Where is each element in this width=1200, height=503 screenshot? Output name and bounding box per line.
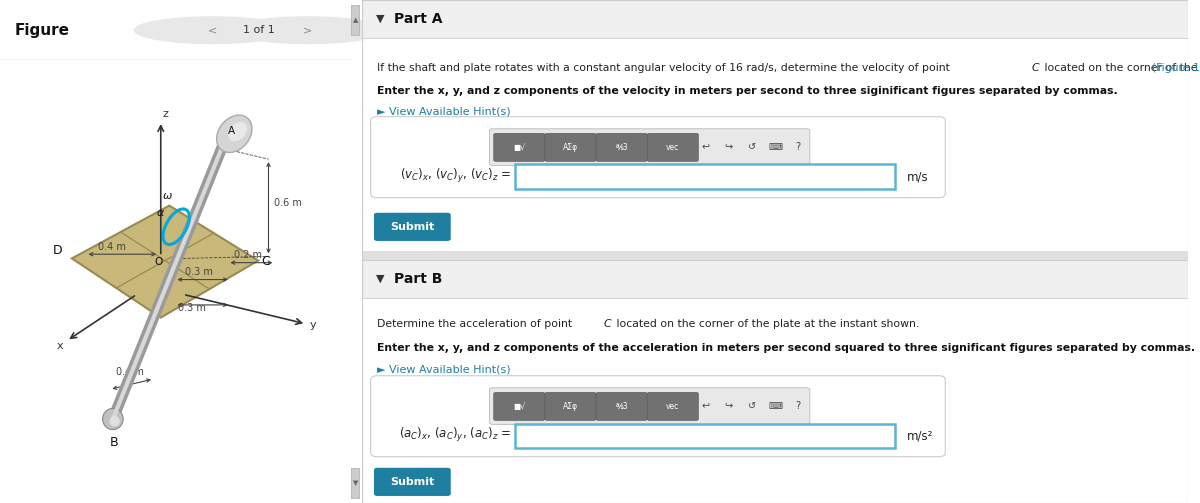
Circle shape — [230, 17, 386, 43]
Text: ■√: ■√ — [514, 402, 526, 411]
Text: ▲: ▲ — [353, 17, 358, 23]
Text: Enter the x, y, and z components of the velocity in meters per second to three s: Enter the x, y, and z components of the … — [377, 86, 1118, 96]
Text: ► View Available Hint(s): ► View Available Hint(s) — [377, 365, 511, 375]
Text: 1 of 1: 1 of 1 — [242, 25, 275, 35]
FancyBboxPatch shape — [545, 392, 596, 421]
FancyBboxPatch shape — [596, 392, 647, 421]
Text: located on the corner of the plate at the instant shown.: located on the corner of the plate at th… — [612, 319, 919, 329]
Text: 0.4 m: 0.4 m — [116, 367, 144, 377]
Text: m/s: m/s — [907, 170, 929, 183]
Bar — [362, 0, 1188, 38]
FancyBboxPatch shape — [493, 133, 545, 161]
Text: C: C — [604, 319, 611, 329]
Text: 0.6 m: 0.6 m — [274, 198, 301, 208]
FancyBboxPatch shape — [374, 468, 451, 496]
Text: $(a_C)_x$, $(a_C)_y$, $(a_C)_z$ =: $(a_C)_x$, $(a_C)_y$, $(a_C)_z$ = — [398, 426, 511, 444]
Text: 0.3 m: 0.3 m — [185, 267, 212, 277]
FancyBboxPatch shape — [371, 117, 946, 198]
Text: ▼: ▼ — [353, 480, 358, 486]
Text: ?: ? — [796, 142, 800, 152]
FancyBboxPatch shape — [490, 388, 810, 425]
Text: located on the corner of the plate at the instant shown.: located on the corner of the plate at th… — [1042, 63, 1200, 73]
Text: ↪: ↪ — [725, 142, 733, 152]
Text: (Figure 1): (Figure 1) — [1152, 63, 1200, 73]
Text: Enter the x, y, and z components of the acceleration in meters per second square: Enter the x, y, and z components of the … — [377, 343, 1195, 353]
Text: $\alpha$: $\alpha$ — [156, 208, 164, 218]
Bar — [362, 38, 1188, 252]
Text: AΣφ: AΣφ — [563, 143, 578, 152]
Text: O: O — [155, 257, 163, 267]
Text: <: < — [208, 25, 217, 35]
Text: ⌨: ⌨ — [768, 401, 782, 411]
Text: Figure: Figure — [14, 23, 70, 38]
Text: ↩: ↩ — [702, 401, 710, 411]
FancyBboxPatch shape — [374, 213, 451, 241]
Text: ?: ? — [796, 401, 800, 411]
Bar — [515, 164, 895, 189]
Text: ↺: ↺ — [748, 401, 756, 411]
Bar — [362, 260, 1188, 298]
Bar — [362, 298, 1188, 503]
Polygon shape — [72, 206, 258, 317]
Text: Submit: Submit — [390, 222, 434, 232]
Text: z: z — [162, 109, 168, 119]
Text: vec: vec — [666, 402, 679, 411]
Ellipse shape — [103, 408, 124, 430]
FancyBboxPatch shape — [545, 133, 596, 161]
FancyBboxPatch shape — [647, 133, 698, 161]
FancyBboxPatch shape — [647, 392, 698, 421]
Ellipse shape — [228, 122, 247, 141]
Text: $(v_C)_x$, $(v_C)_y$, $(v_C)_z$ =: $(v_C)_x$, $(v_C)_y$, $(v_C)_z$ = — [400, 167, 511, 185]
Ellipse shape — [109, 416, 120, 427]
FancyBboxPatch shape — [493, 392, 545, 421]
Text: $\omega$: $\omega$ — [162, 191, 173, 201]
Text: 0.2 m: 0.2 m — [234, 250, 263, 261]
Circle shape — [134, 17, 290, 43]
FancyBboxPatch shape — [596, 133, 647, 161]
Text: C: C — [1031, 63, 1039, 73]
Text: y: y — [310, 320, 316, 330]
Text: 0.3 m: 0.3 m — [178, 303, 205, 313]
Text: 0.4 m: 0.4 m — [97, 242, 125, 252]
Text: D: D — [53, 244, 62, 257]
Text: vec: vec — [666, 143, 679, 152]
Text: ↪: ↪ — [725, 401, 733, 411]
Text: ► View Available Hint(s): ► View Available Hint(s) — [377, 107, 511, 117]
Text: Submit: Submit — [390, 477, 434, 487]
Bar — [352, 468, 359, 498]
Text: Part A: Part A — [394, 12, 443, 26]
Ellipse shape — [217, 115, 252, 152]
Text: ↩: ↩ — [702, 142, 710, 152]
Text: Part B: Part B — [394, 272, 442, 286]
Text: x: x — [56, 341, 64, 351]
Bar — [515, 424, 895, 448]
Text: ℁3: ℁3 — [616, 143, 628, 152]
Text: >: > — [304, 25, 313, 35]
Text: ▼: ▼ — [376, 14, 384, 24]
FancyBboxPatch shape — [371, 376, 946, 457]
Text: A: A — [228, 126, 234, 136]
Text: m/s²: m/s² — [907, 429, 934, 442]
Text: C: C — [262, 255, 270, 268]
Text: ⌨: ⌨ — [768, 142, 782, 152]
Bar — [352, 5, 359, 35]
Text: Determine the acceleration of point: Determine the acceleration of point — [377, 319, 576, 329]
Text: ↺: ↺ — [748, 142, 756, 152]
Text: B: B — [109, 437, 118, 450]
Text: ℁3: ℁3 — [616, 402, 628, 411]
Text: ■√: ■√ — [514, 143, 526, 152]
Text: If the shaft and plate rotates with a constant angular velocity of 16 rad/s, det: If the shaft and plate rotates with a co… — [377, 63, 954, 73]
Bar — [362, 251, 1188, 260]
Text: ▼: ▼ — [376, 274, 384, 284]
FancyBboxPatch shape — [490, 129, 810, 165]
Text: AΣφ: AΣφ — [563, 402, 578, 411]
